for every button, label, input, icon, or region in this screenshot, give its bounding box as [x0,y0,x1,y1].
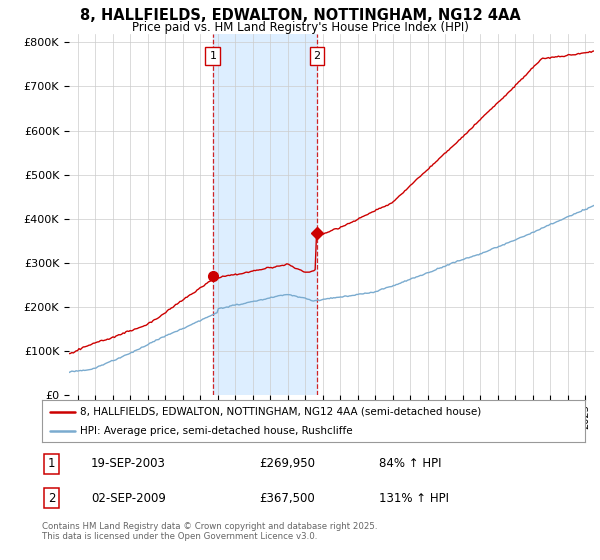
Text: 8, HALLFIELDS, EDWALTON, NOTTINGHAM, NG12 4AA: 8, HALLFIELDS, EDWALTON, NOTTINGHAM, NG1… [80,8,520,24]
Text: £269,950: £269,950 [259,458,315,470]
Text: 1: 1 [209,50,217,60]
Text: 2: 2 [313,50,320,60]
Text: Contains HM Land Registry data © Crown copyright and database right 2025.
This d: Contains HM Land Registry data © Crown c… [42,522,377,542]
Text: HPI: Average price, semi-detached house, Rushcliffe: HPI: Average price, semi-detached house,… [80,426,353,436]
Bar [213,34,317,395]
Text: £367,500: £367,500 [259,492,315,505]
Text: 84% ↑ HPI: 84% ↑ HPI [379,458,441,470]
Text: 02-SEP-2009: 02-SEP-2009 [91,492,166,505]
Text: Price paid vs. HM Land Registry's House Price Index (HPI): Price paid vs. HM Land Registry's House … [131,21,469,34]
Text: 8, HALLFIELDS, EDWALTON, NOTTINGHAM, NG12 4AA (semi-detached house): 8, HALLFIELDS, EDWALTON, NOTTINGHAM, NG1… [80,407,481,417]
Text: 19-SEP-2003: 19-SEP-2003 [91,458,166,470]
Text: 2: 2 [48,492,56,505]
Text: 131% ↑ HPI: 131% ↑ HPI [379,492,449,505]
Text: 1: 1 [48,458,56,470]
